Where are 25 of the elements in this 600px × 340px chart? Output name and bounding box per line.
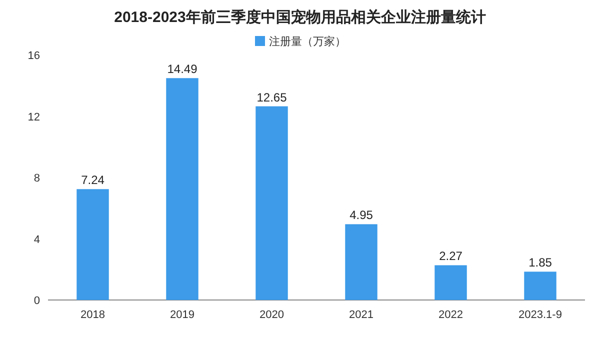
data-label: 12.65 — [256, 90, 288, 104]
data-label: 4.95 — [350, 208, 374, 222]
y-tick-label: 4 — [34, 234, 40, 246]
x-tick-label: 2022 — [438, 309, 463, 321]
bar — [166, 78, 198, 300]
x-tick-label: 2019 — [170, 309, 194, 321]
bar — [434, 265, 467, 300]
data-label: 2.27 — [439, 249, 463, 264]
data-label: 14.49 — [167, 62, 198, 76]
bar — [345, 224, 378, 300]
bar — [524, 272, 556, 300]
bar — [256, 106, 288, 300]
x-tick-label: 2023.1-9 — [518, 309, 562, 321]
y-tick-label: 8 — [34, 172, 40, 184]
legend-label: 注册量（万家） — [269, 35, 346, 48]
data-label: 7.24 — [81, 173, 105, 188]
y-tick-label: 16 — [28, 50, 40, 62]
y-tick-label: 0 — [34, 295, 40, 307]
x-tick-label: 2021 — [349, 309, 374, 321]
chart-title: 2018-2023年前三季度中国宠物用品相关企业注册量统计 — [114, 8, 486, 26]
data-label: 1.85 — [528, 256, 552, 270]
bar — [76, 189, 109, 300]
x-tick-label: 2018 — [80, 309, 105, 321]
x-tick-label: 2020 — [260, 309, 284, 321]
y-tick-label: 12 — [28, 111, 40, 124]
